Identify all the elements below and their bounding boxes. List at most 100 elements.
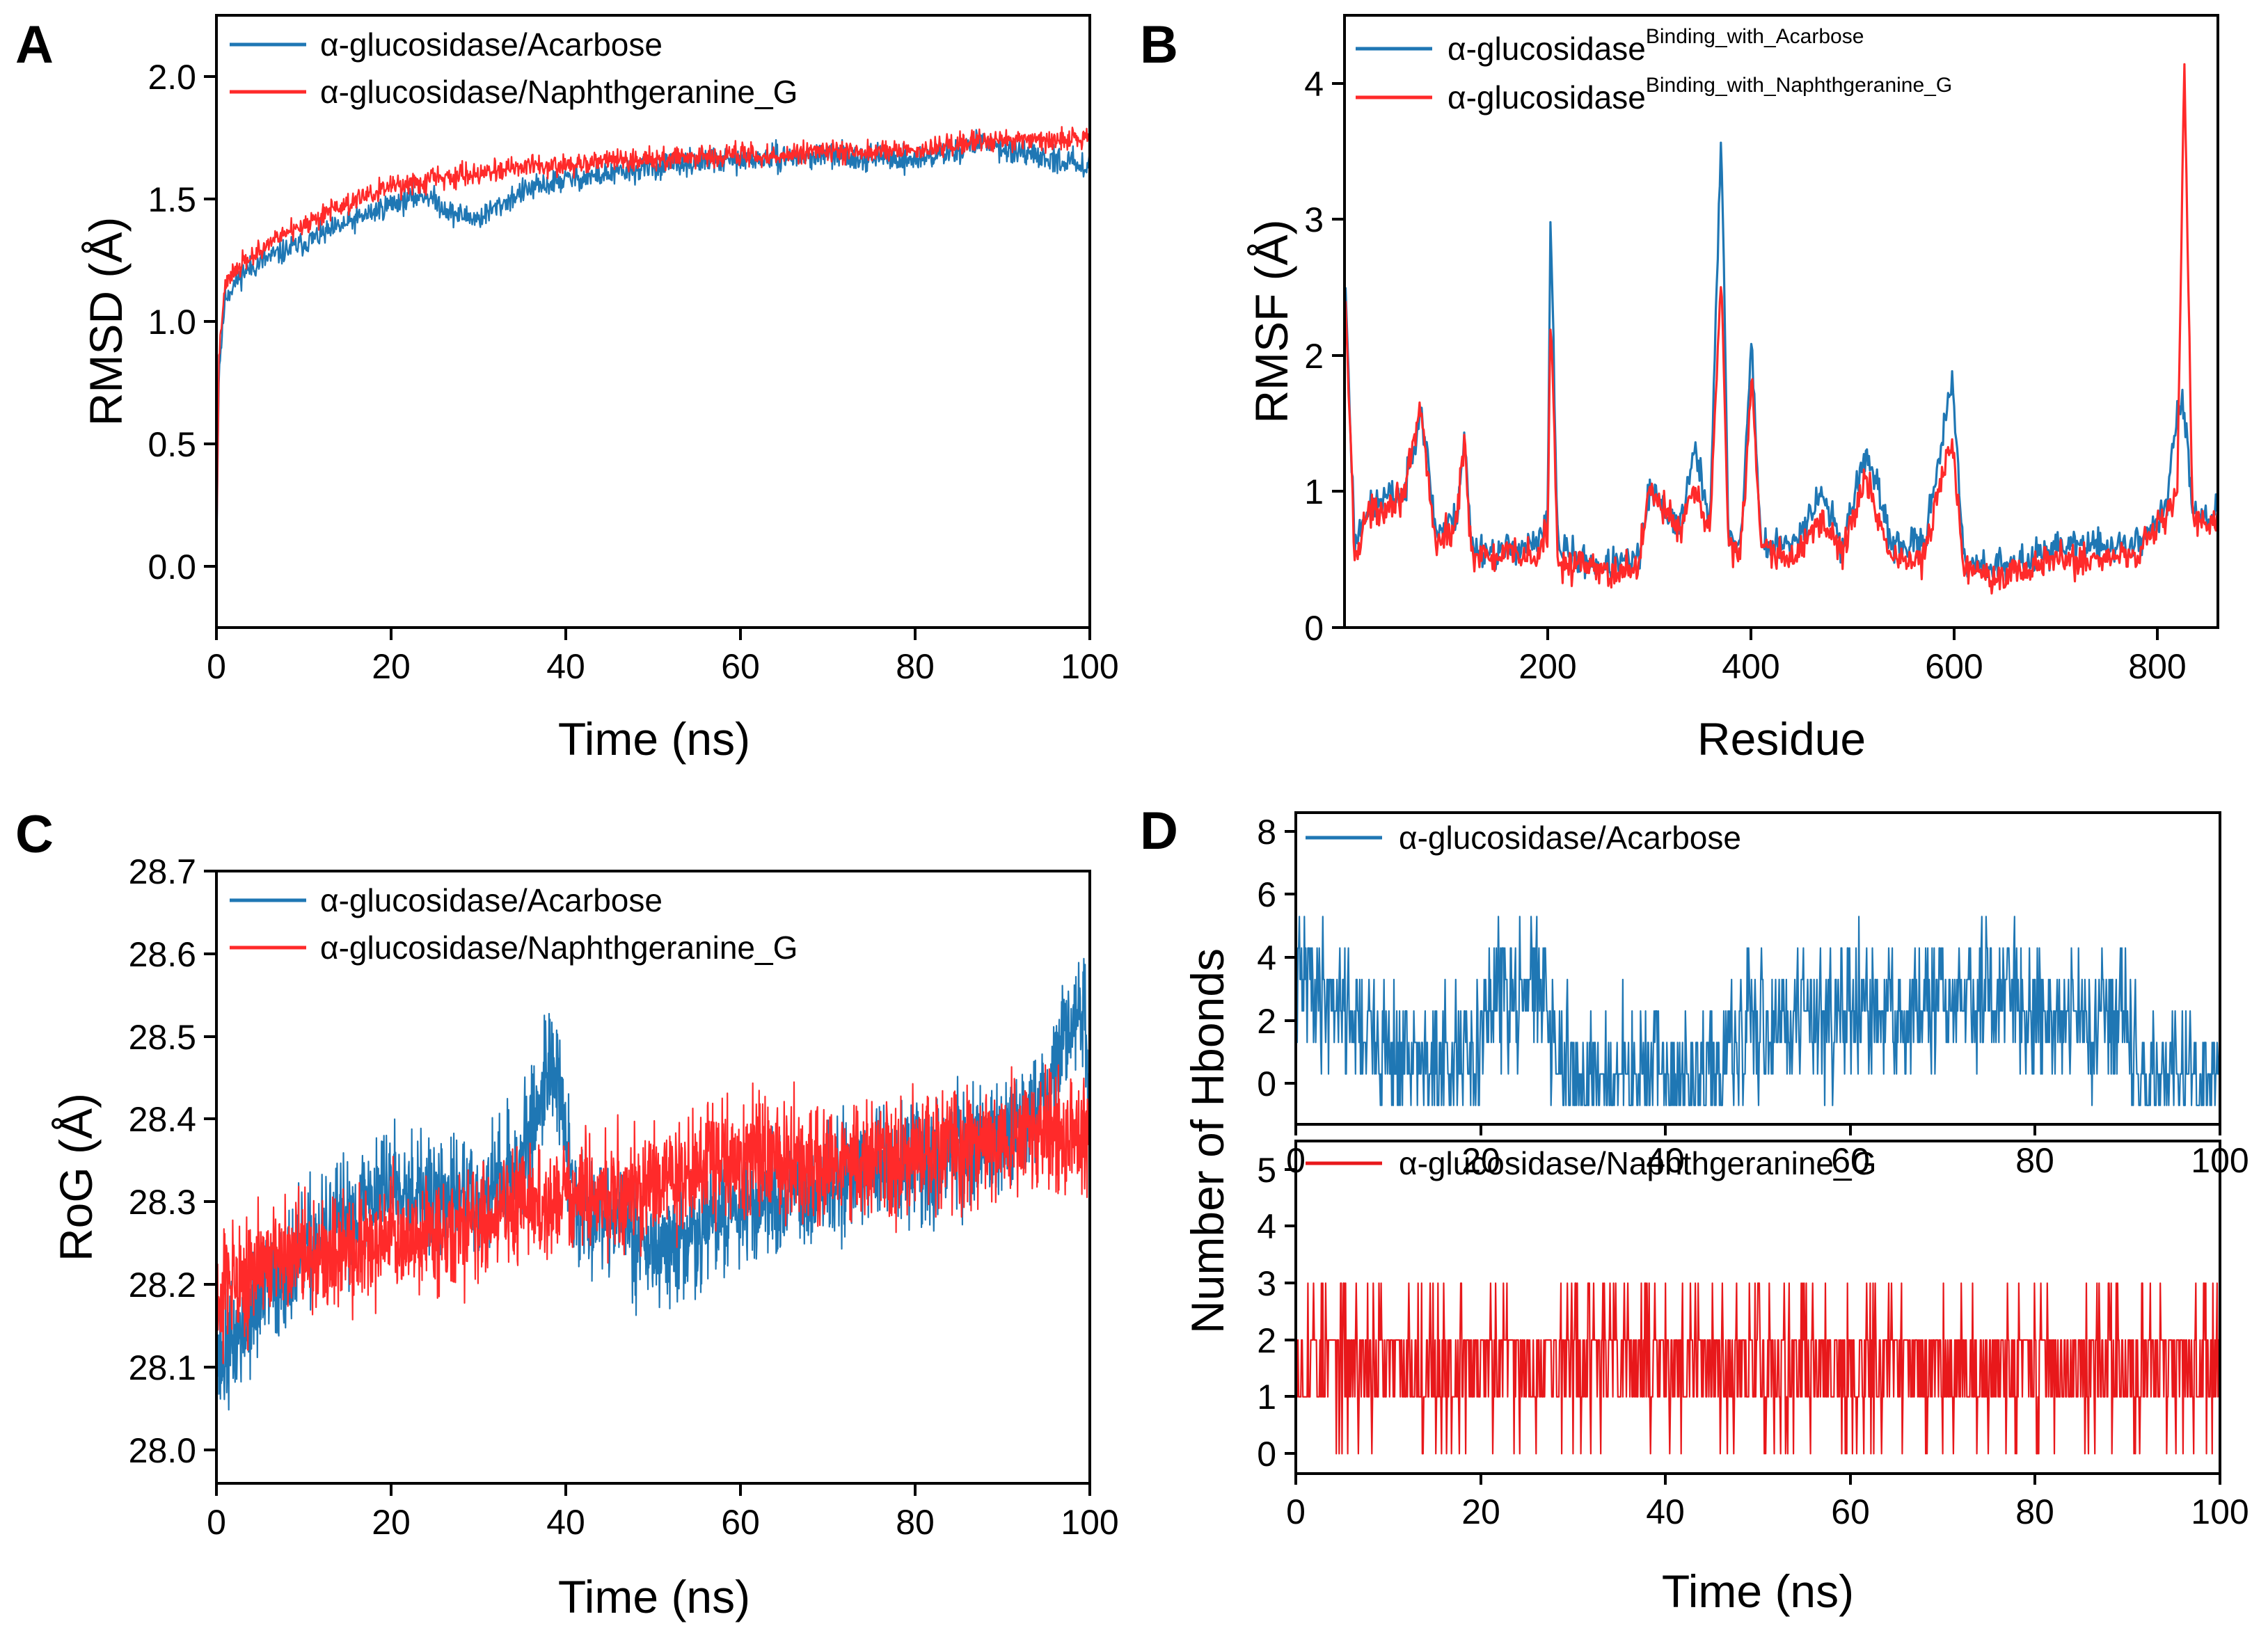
x-tick-label: 0 bbox=[207, 1503, 226, 1542]
y-axis-title: Number of Hbonds bbox=[1182, 948, 1233, 1334]
series-line-naphthgeranine-g bbox=[215, 126, 1091, 567]
y-tick-label: 6 bbox=[1257, 875, 1276, 914]
x-tick-label: 100 bbox=[2191, 1492, 2249, 1531]
y-axis-title: RMSD (Å) bbox=[80, 217, 132, 426]
y-tick-label: 28.5 bbox=[129, 1018, 196, 1057]
panel-c: C 0 20 40 60 80 100 28.0 28.1 bbox=[15, 805, 1119, 1622]
y-tick-label: 3 bbox=[1257, 1264, 1276, 1303]
x-tick-label: 40 bbox=[546, 1503, 585, 1542]
y-tick-label: 0.5 bbox=[148, 425, 196, 464]
legend-label: α-glucosidase/Acarbose bbox=[320, 882, 663, 918]
legend-label: α-glucosidase/Naphthgeranine_G bbox=[320, 930, 798, 966]
y-tick-label: 0 bbox=[1304, 609, 1324, 648]
y-tick-label: 0 bbox=[1257, 1064, 1276, 1103]
panel-b: B 200 400 600 800 0 1 2 3 4 Residue RMSF… bbox=[1140, 14, 2219, 765]
panel-letter-b: B bbox=[1140, 15, 1178, 74]
x-tick-label: 80 bbox=[896, 1503, 935, 1542]
x-tick-label: 0 bbox=[1286, 1492, 1306, 1531]
x-axis-title: Time (ns) bbox=[558, 713, 750, 765]
y-tick-label: 1 bbox=[1304, 472, 1324, 511]
series-line-naphthgeranine-g bbox=[1344, 63, 2219, 595]
x-tick-label: 60 bbox=[1831, 1492, 1870, 1531]
y-tick-label: 28.3 bbox=[129, 1183, 196, 1222]
series-line-acarbose bbox=[1294, 916, 2221, 1106]
legend: α-glucosidase/Acarbose bbox=[1306, 820, 1741, 856]
panel-a-y-ticks: 0.0 0.5 1.0 1.5 2.0 bbox=[148, 58, 216, 587]
panel-a: A 0 20 40 60 80 100 0.0 0.5 1.0 1.5 bbox=[15, 14, 1119, 765]
panel-a-x-ticks: 0 20 40 60 80 100 bbox=[207, 628, 1119, 686]
legend-label: α-glucosidaseBinding_with_Acarbose bbox=[1448, 25, 1864, 67]
x-axis-title: Residue bbox=[1697, 713, 1866, 765]
panel-a-series bbox=[215, 126, 1091, 567]
x-tick-label: 60 bbox=[1831, 1141, 1870, 1180]
y-tick-label: 2 bbox=[1257, 1321, 1276, 1360]
y-tick-label: 28.6 bbox=[129, 935, 196, 974]
y-tick-label: 1 bbox=[1257, 1378, 1276, 1417]
x-tick-label: 20 bbox=[372, 647, 411, 686]
y-tick-label: 1.0 bbox=[148, 303, 196, 342]
legend: α-glucosidase/Acarbose α-glucosidase/Nap… bbox=[230, 26, 798, 110]
x-tick-label: 20 bbox=[1461, 1492, 1500, 1531]
legend: α-glucosidaseBinding_with_Acarbose α-glu… bbox=[1356, 25, 1952, 115]
panel-c-y-ticks: 28.0 28.1 28.2 28.3 28.4 28.5 28.6 28.7 bbox=[129, 852, 216, 1470]
x-tick-label: 100 bbox=[1061, 1503, 1118, 1542]
x-tick-label: 60 bbox=[721, 1503, 760, 1542]
panel-d-upper-series bbox=[1294, 916, 2221, 1106]
legend-label: α-glucosidase/Acarbose bbox=[1399, 820, 1741, 856]
x-tick-label: 80 bbox=[2015, 1141, 2054, 1180]
legend: α-glucosidase/Acarbose α-glucosidase/Nap… bbox=[230, 882, 798, 966]
panel-d-upper-frame bbox=[1294, 811, 2221, 1126]
panel-d-lower-y-ticks: 0 1 2 3 4 5 bbox=[1257, 1151, 1296, 1474]
y-tick-label: 28.4 bbox=[129, 1100, 196, 1139]
y-tick-label: 28.2 bbox=[129, 1266, 196, 1305]
x-tick-label: 400 bbox=[1722, 647, 1779, 686]
x-tick-label: 800 bbox=[2128, 647, 2186, 686]
y-tick-label: 28.7 bbox=[129, 852, 196, 891]
x-tick-label: 20 bbox=[1461, 1141, 1500, 1180]
x-tick-label: 40 bbox=[1646, 1492, 1685, 1531]
legend-label: α-glucosidase/Naphthgeranine_G bbox=[320, 74, 798, 110]
y-tick-label: 5 bbox=[1257, 1151, 1276, 1190]
x-tick-label: 40 bbox=[1646, 1141, 1685, 1180]
series-line-acarbose bbox=[1344, 141, 2219, 582]
y-tick-label: 4 bbox=[1257, 1207, 1276, 1246]
y-tick-label: 1.5 bbox=[148, 180, 196, 219]
y-tick-label: 0.0 bbox=[148, 548, 196, 587]
legend-label: α-glucosidaseBinding_with_Naphthgeranine… bbox=[1448, 74, 1952, 115]
legend-label: α-glucosidase/Acarbose bbox=[320, 26, 663, 63]
x-tick-label: 600 bbox=[1925, 647, 1983, 686]
y-tick-label: 0 bbox=[1257, 1435, 1276, 1474]
y-tick-label: 8 bbox=[1257, 813, 1276, 852]
y-tick-label: 3 bbox=[1304, 200, 1324, 239]
legend: α-glucosidase/Naphthgeranine_G bbox=[1306, 1145, 1876, 1181]
y-tick-label: 4 bbox=[1257, 939, 1276, 978]
panel-b-x-ticks: 200 400 600 800 bbox=[1518, 628, 2187, 686]
panel-d-upper-y-ticks: 0 2 4 6 8 bbox=[1257, 813, 1296, 1103]
legend-label: α-glucosidase/Naphthgeranine_G bbox=[1399, 1145, 1876, 1181]
panel-d-lower-frame bbox=[1294, 1140, 2221, 1475]
panel-letter-c: C bbox=[15, 805, 54, 864]
x-axis-title: Time (ns) bbox=[558, 1571, 750, 1622]
y-tick-label: 28.0 bbox=[129, 1431, 196, 1470]
y-tick-label: 2 bbox=[1304, 337, 1324, 376]
panel-b-y-ticks: 0 1 2 3 4 bbox=[1304, 65, 1345, 648]
x-tick-label: 80 bbox=[896, 647, 935, 686]
panel-b-frame bbox=[1343, 14, 2219, 629]
y-tick-label: 2 bbox=[1257, 1002, 1276, 1041]
y-axis-title: RMSF (Å) bbox=[1246, 219, 1297, 423]
y-tick-label: 2.0 bbox=[148, 58, 196, 97]
series-line-naphthgeranine-g bbox=[1294, 1282, 2221, 1455]
panel-letter-a: A bbox=[15, 15, 54, 74]
x-tick-label: 200 bbox=[1518, 647, 1576, 686]
panel-d-lower-series bbox=[1294, 1282, 2221, 1455]
series-line-naphthgeranine-g bbox=[216, 1064, 1091, 1364]
panel-b-series bbox=[1344, 63, 2219, 595]
x-tick-label: 20 bbox=[372, 1503, 411, 1542]
y-axis-title: RoG (Å) bbox=[50, 1093, 102, 1261]
y-tick-label: 4 bbox=[1304, 65, 1324, 104]
panel-c-frame bbox=[215, 870, 1091, 1485]
panel-c-x-ticks: 0 20 40 60 80 100 bbox=[207, 1483, 1119, 1542]
x-tick-label: 0 bbox=[207, 647, 226, 686]
x-tick-label: 60 bbox=[721, 647, 760, 686]
